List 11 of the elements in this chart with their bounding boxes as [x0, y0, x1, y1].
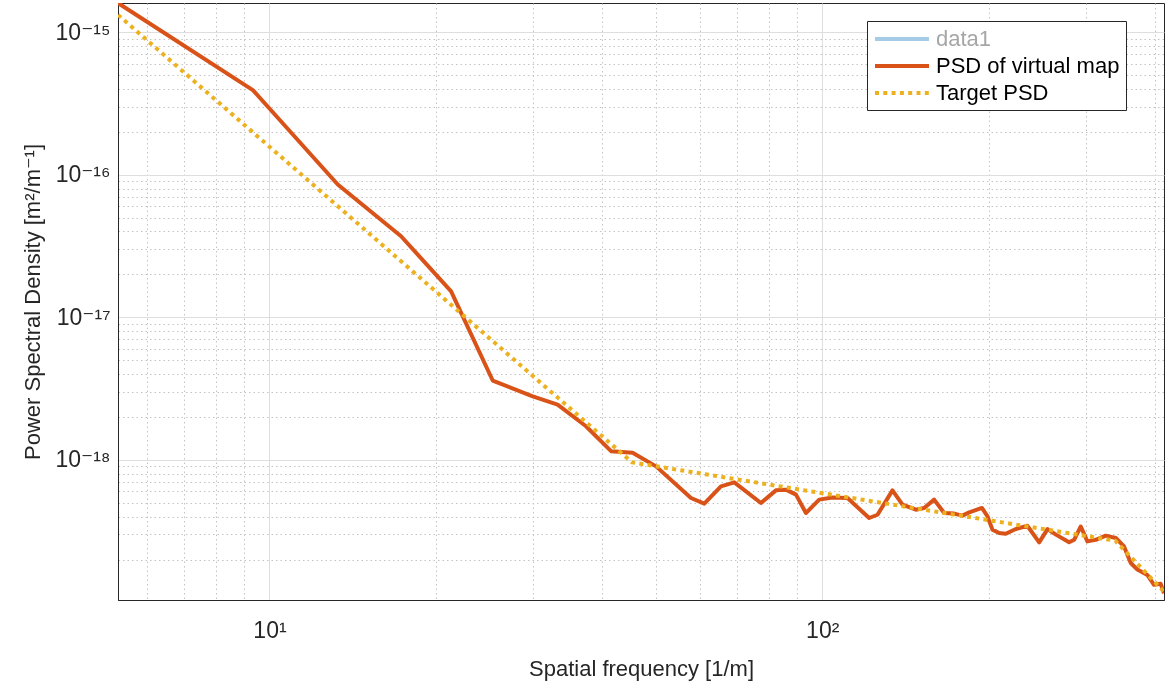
y-tick-label: 10⁻¹⁸	[55, 446, 111, 473]
legend-label: Target PSD	[936, 80, 1049, 105]
y-axis-title: Power Spectral Density [m²/m⁻¹]	[20, 143, 46, 461]
legend-label: PSD of virtual map	[936, 53, 1120, 78]
x-tick-label: 10¹	[253, 616, 287, 643]
legend-label: data1	[936, 26, 992, 51]
x-tick-label: 10²	[806, 616, 840, 643]
x-axis-title: Spatial frequency [1/m]	[528, 655, 755, 681]
y-tick-label: 10⁻¹⁵	[55, 18, 111, 45]
y-tick-label: 10⁻¹⁶	[55, 161, 111, 188]
y-tick-label: 10⁻¹⁷	[56, 303, 111, 330]
